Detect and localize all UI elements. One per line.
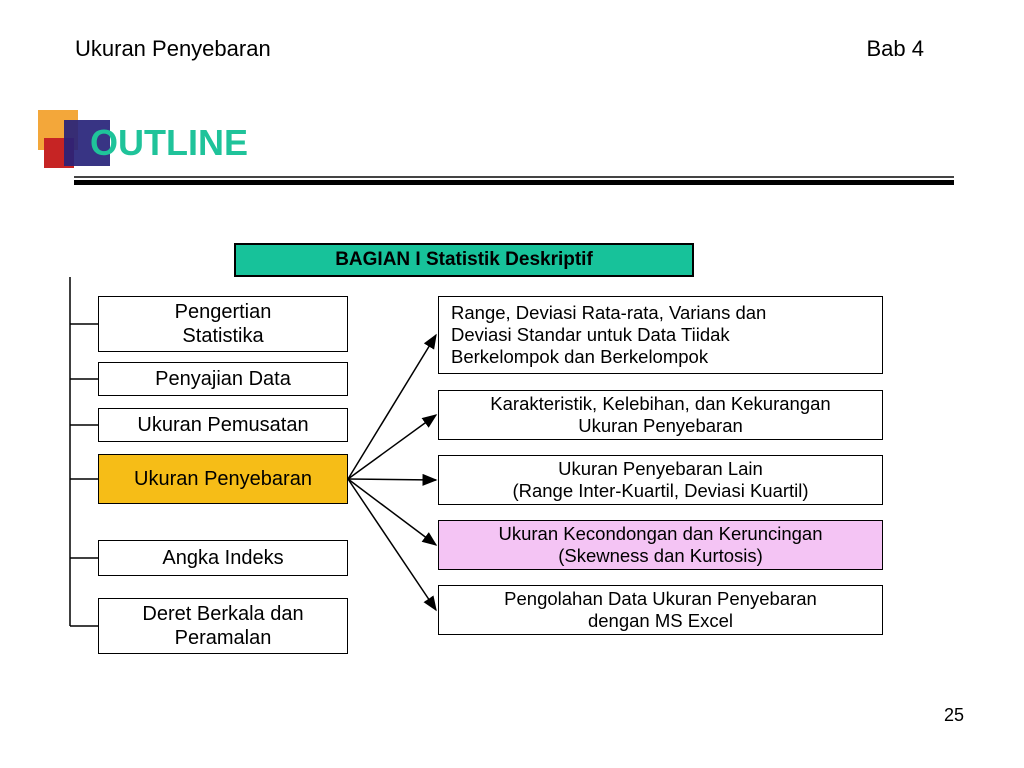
page-number: 25 — [944, 705, 964, 726]
slide-title: OUTLINE — [90, 122, 248, 164]
left-box-4: Angka Indeks — [98, 540, 348, 576]
right-box-2: Ukuran Penyebaran Lain(Range Inter-Kuart… — [438, 455, 883, 505]
header-left: Ukuran Penyebaran — [75, 36, 271, 62]
right-box-3: Ukuran Kecondongan dan Keruncingan(Skewn… — [438, 520, 883, 570]
left-box-2: Ukuran Pemusatan — [98, 408, 348, 442]
left-box-0: PengertianStatistika — [98, 296, 348, 352]
left-box-1: Penyajian Data — [98, 362, 348, 396]
section-banner: BAGIAN I Statistik Deskriptif — [234, 243, 694, 277]
left-box-3: Ukuran Penyebaran — [98, 454, 348, 504]
header-right: Bab 4 — [867, 36, 925, 62]
title-underline — [74, 176, 954, 184]
right-box-0: Range, Deviasi Rata-rata, Varians danDev… — [438, 296, 883, 374]
right-box-1: Karakteristik, Kelebihan, dan Kekurangan… — [438, 390, 883, 440]
right-box-4: Pengolahan Data Ukuran Penyebarandengan … — [438, 585, 883, 635]
left-box-5: Deret Berkala danPeramalan — [98, 598, 348, 654]
